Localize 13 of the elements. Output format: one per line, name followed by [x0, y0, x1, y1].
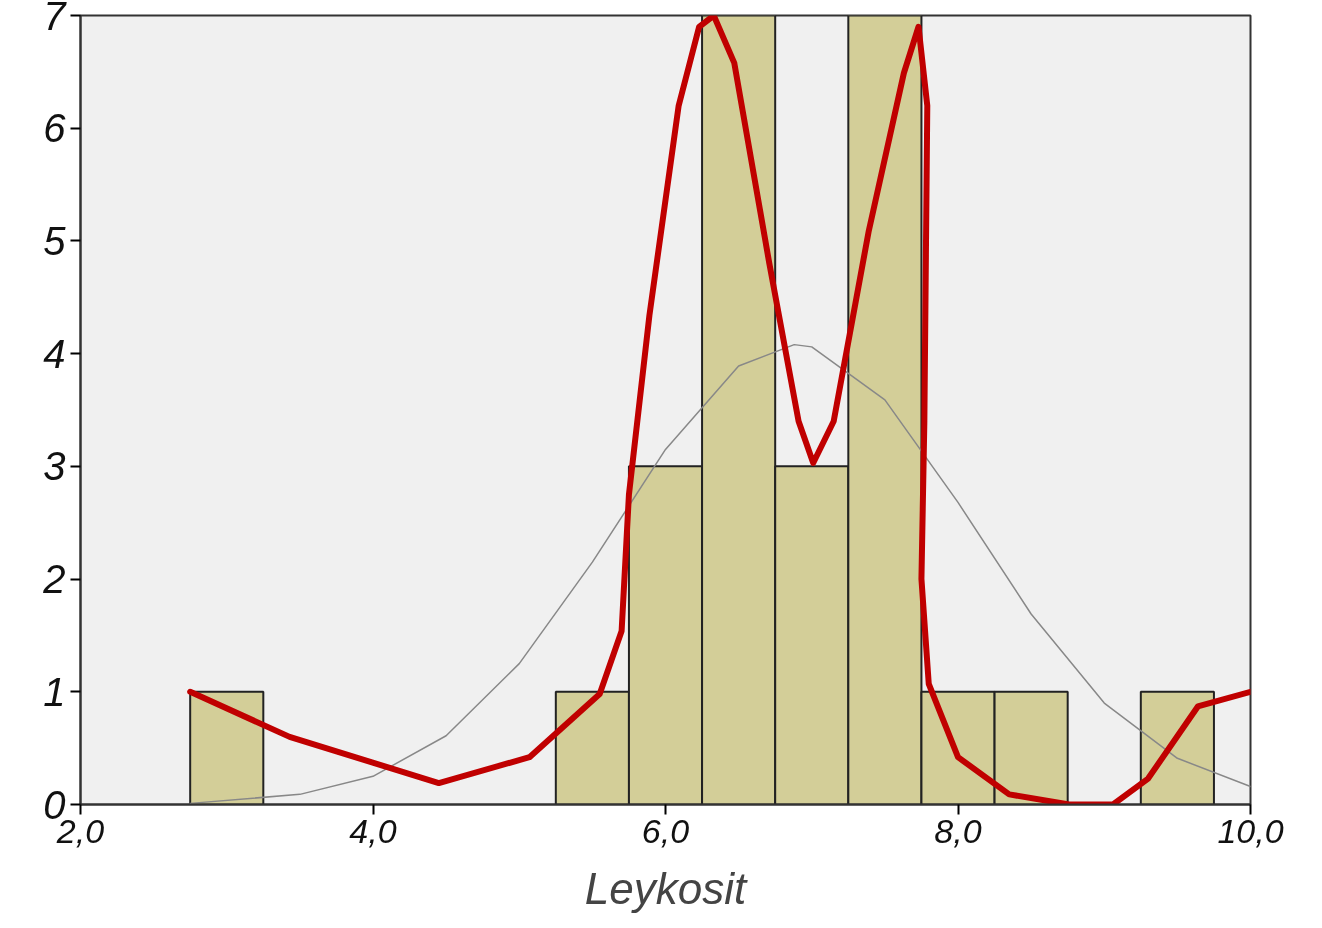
y-tick-label: 3: [43, 444, 66, 489]
x-tick-label: 8,0: [934, 811, 982, 850]
x-tick-label: 6,0: [641, 811, 690, 850]
x-tick-label: 10,0: [1217, 811, 1284, 850]
y-tick-label: 4: [43, 331, 66, 376]
x-axis-title: Leykosit: [584, 863, 748, 913]
y-tick-label: 7: [43, 0, 68, 38]
y-tick-label: 6: [43, 106, 67, 151]
y-tick-label: 1: [43, 669, 66, 714]
x-tick-label: 4,0: [349, 811, 397, 850]
line-series: [189, 343, 1251, 805]
y-tick-label: 5: [43, 218, 67, 263]
y-tick-label: 2: [42, 557, 66, 602]
